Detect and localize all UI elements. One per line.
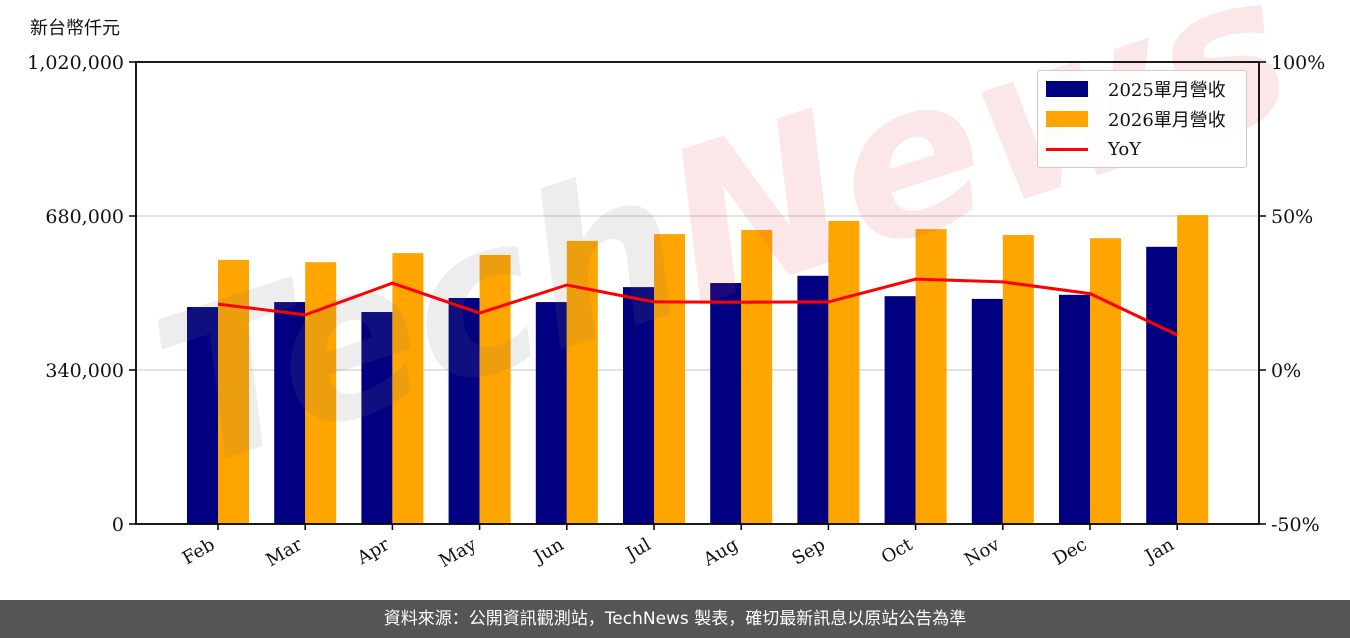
- y2-tick-label: 100%: [1271, 52, 1325, 74]
- bar-2025-may: [448, 297, 480, 524]
- bar-2026-nov: [1002, 235, 1034, 524]
- y-axis-unit-label: 新台幣仟元: [30, 18, 120, 39]
- x-tick-label-aug: Aug: [699, 534, 742, 571]
- x-tick-label-may: May: [436, 534, 481, 572]
- legend-swatch-2025: [1046, 81, 1088, 97]
- bar-2026-may: [479, 254, 511, 524]
- y-tick-label: 680,000: [45, 206, 124, 228]
- x-tick-label-apr: Apr: [353, 534, 393, 569]
- y-tick-label: 1,020,000: [27, 52, 124, 74]
- bar-2025-sep: [797, 275, 829, 524]
- x-tick-label-mar: Mar: [262, 534, 306, 571]
- y2-tick-label: 50%: [1271, 206, 1313, 228]
- bar-2026-jan: [1177, 215, 1209, 524]
- bar-2025-jul: [623, 287, 654, 524]
- bar-2025-feb: [187, 307, 218, 524]
- plot-frame: [135, 61, 1260, 525]
- bar-2025-dec: [1059, 294, 1090, 524]
- x-tick-label-oct: Oct: [878, 534, 917, 569]
- y-tick-label: 0: [112, 514, 124, 536]
- legend-label-yoy: YoY: [1108, 138, 1142, 160]
- y2-tick-label: -50%: [1271, 514, 1320, 536]
- legend-label-2026: 2026單月營收: [1108, 110, 1226, 131]
- y2-tick-label: 0%: [1271, 360, 1301, 382]
- source-footer: 資料來源：公開資訊觀測站，TechNews 製表，確切最新訊息以原站公告為準: [0, 600, 1350, 638]
- x-tick-label-sep: Sep: [789, 534, 829, 569]
- bar-2025-mar: [274, 302, 306, 524]
- x-tick-label-nov: Nov: [961, 534, 1004, 571]
- legend-label-2025: 2025單月營收: [1108, 80, 1226, 101]
- bar-2026-sep: [828, 220, 860, 524]
- legend-item-2025: 2025單月營收: [1046, 77, 1226, 101]
- y-tick-label: 340,000: [45, 360, 124, 382]
- yoy-polyline: [217, 277, 1178, 337]
- x-tick-label-jul: Jul: [621, 534, 655, 566]
- bar-2026-jul: [654, 234, 685, 524]
- bar-2026-dec: [1090, 238, 1121, 524]
- bar-2025-jun: [535, 302, 567, 524]
- legend-line-yoy: [1046, 147, 1088, 151]
- bar-2025-jan: [1146, 246, 1178, 525]
- x-tick-label-dec: Dec: [1050, 534, 1091, 570]
- x-tick-label-jan: Jan: [1140, 534, 1178, 568]
- bar-2025-nov: [971, 298, 1003, 524]
- bar-2025-apr: [361, 312, 393, 524]
- legend-swatch-2026: [1046, 111, 1088, 127]
- x-tick-label-jun: Jun: [529, 534, 568, 569]
- bar-2025-oct: [884, 296, 916, 524]
- legend-item-2026: 2026單月營收: [1046, 107, 1226, 131]
- x-tick-label-feb: Feb: [179, 534, 219, 569]
- legend-item-yoy: YoY: [1046, 137, 1141, 161]
- chart-canvas: TechNews 0340,000680,0001,020,000-50%0%5…: [27, 0, 1325, 572]
- yoy-line: [217, 277, 1178, 337]
- bar-2026-apr: [392, 253, 424, 524]
- bar-2026-aug: [741, 230, 773, 524]
- chart-legend: 2025單月營收 2026單月營收 YoY: [1037, 70, 1247, 168]
- bar-2025-aug: [710, 283, 742, 524]
